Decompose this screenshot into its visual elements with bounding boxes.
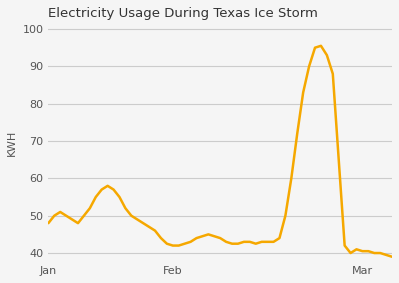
Text: Electricity Usage During Texas Ice Storm: Electricity Usage During Texas Ice Storm	[48, 7, 318, 20]
Y-axis label: KWH: KWH	[7, 130, 17, 156]
